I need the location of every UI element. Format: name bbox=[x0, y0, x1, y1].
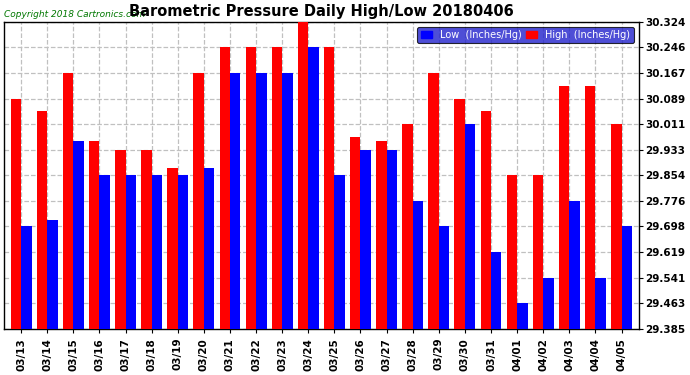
Bar bbox=[611, 124, 622, 329]
Bar bbox=[324, 47, 335, 329]
Bar bbox=[585, 86, 595, 329]
Bar bbox=[569, 201, 580, 329]
Bar bbox=[256, 73, 266, 329]
Bar bbox=[533, 176, 543, 329]
Bar bbox=[219, 47, 230, 329]
Bar bbox=[246, 47, 256, 329]
Text: Copyright 2018 Cartronics.com: Copyright 2018 Cartronics.com bbox=[4, 10, 146, 19]
Bar bbox=[21, 226, 32, 329]
Bar bbox=[167, 168, 178, 329]
Bar bbox=[413, 201, 423, 329]
Bar bbox=[230, 73, 240, 329]
Title: Barometric Pressure Daily High/Low 20180406: Barometric Pressure Daily High/Low 20180… bbox=[129, 4, 514, 19]
Bar bbox=[89, 141, 99, 329]
Bar bbox=[37, 111, 47, 329]
Bar bbox=[455, 99, 465, 329]
Bar bbox=[99, 176, 110, 329]
Bar bbox=[308, 47, 319, 329]
Bar bbox=[402, 124, 413, 329]
Bar bbox=[622, 226, 632, 329]
Bar bbox=[491, 252, 502, 329]
Bar bbox=[298, 22, 308, 329]
Bar bbox=[595, 278, 606, 329]
Bar bbox=[152, 176, 162, 329]
Bar bbox=[63, 73, 73, 329]
Bar bbox=[386, 150, 397, 329]
Bar bbox=[506, 176, 517, 329]
Bar bbox=[282, 73, 293, 329]
Bar bbox=[10, 99, 21, 329]
Bar bbox=[141, 150, 152, 329]
Bar bbox=[350, 137, 360, 329]
Bar bbox=[73, 141, 83, 329]
Bar bbox=[178, 176, 188, 329]
Legend: Low  (Inches/Hg), High  (Inches/Hg): Low (Inches/Hg), High (Inches/Hg) bbox=[417, 27, 633, 44]
Bar bbox=[480, 111, 491, 329]
Bar bbox=[335, 176, 345, 329]
Bar bbox=[47, 220, 58, 329]
Bar bbox=[204, 168, 215, 329]
Bar bbox=[428, 73, 439, 329]
Bar bbox=[360, 150, 371, 329]
Bar bbox=[439, 226, 449, 329]
Bar bbox=[126, 176, 136, 329]
Bar bbox=[272, 47, 282, 329]
Bar bbox=[517, 303, 528, 329]
Bar bbox=[115, 150, 126, 329]
Bar bbox=[465, 124, 475, 329]
Bar bbox=[193, 73, 204, 329]
Bar bbox=[543, 278, 553, 329]
Bar bbox=[559, 86, 569, 329]
Bar bbox=[376, 141, 386, 329]
